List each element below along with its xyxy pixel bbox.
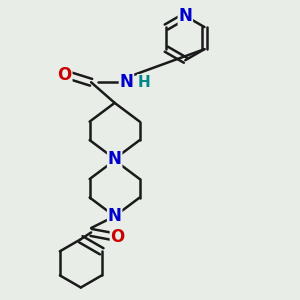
Text: O: O bbox=[58, 66, 72, 84]
Text: N: N bbox=[108, 207, 122, 225]
Text: N: N bbox=[178, 7, 192, 25]
Text: N: N bbox=[119, 73, 134, 91]
Text: H: H bbox=[138, 75, 151, 90]
Text: O: O bbox=[110, 228, 125, 246]
Text: N: N bbox=[108, 150, 122, 168]
